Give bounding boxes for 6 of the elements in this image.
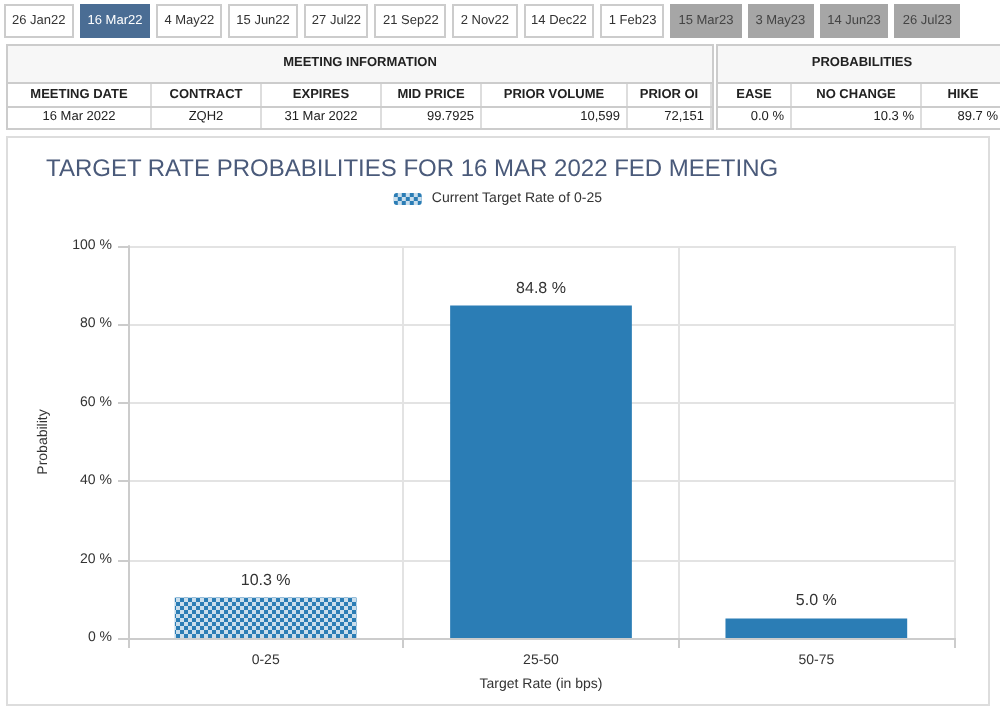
bar [450,305,632,638]
data-label: 5.0 % [795,591,837,610]
data-label: 10.3 % [240,570,291,589]
chart-title: TARGET RATE PROBABILITIES FOR 16 MAR 2022 FED MEETING [46,154,779,182]
bar [725,618,908,638]
data-label: 84.8 % [516,278,566,297]
